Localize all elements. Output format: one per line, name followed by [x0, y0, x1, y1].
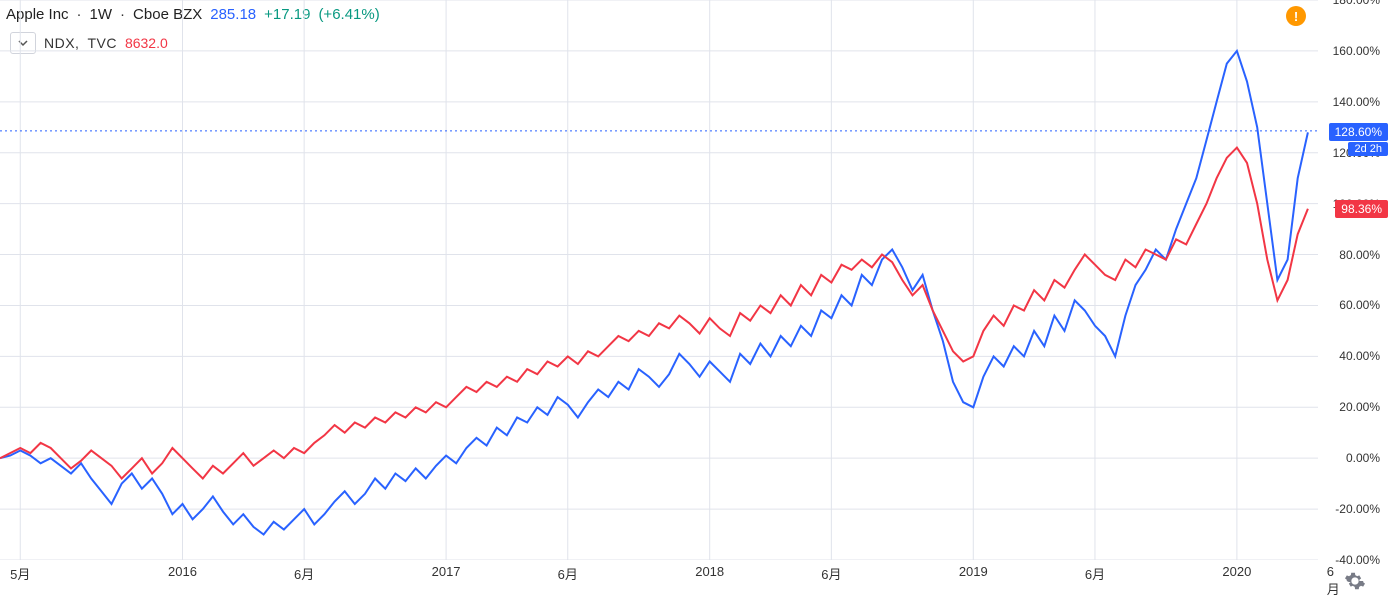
x-tick-label: 2018	[695, 564, 724, 579]
x-tick-label: 5月	[10, 564, 30, 583]
y-tick-label: -20.00%	[1335, 502, 1380, 516]
gridlines	[0, 0, 1318, 560]
x-tick-label: 2017	[432, 564, 461, 579]
y-tick-label: 40.00%	[1339, 349, 1380, 363]
y-tick-label: 20.00%	[1339, 400, 1380, 414]
x-tick-label: 2020	[1222, 564, 1251, 579]
y-axis[interactable]: -40.00%-20.00%0.00%20.00%40.00%60.00%80.…	[1318, 0, 1388, 560]
countdown-tag: 2d 2h	[1348, 142, 1388, 156]
chart-settings-button[interactable]	[1344, 570, 1366, 592]
price-tag-aapl[interactable]: 128.60%	[1329, 123, 1388, 141]
x-tick-label: 6月	[821, 564, 841, 583]
price-chart[interactable]	[0, 0, 1318, 560]
series-aapl[interactable]	[0, 51, 1308, 535]
x-tick-label: 6月	[294, 564, 314, 583]
y-tick-label: 0.00%	[1346, 451, 1380, 465]
y-tick-label: 80.00%	[1339, 248, 1380, 262]
y-tick-label: -40.00%	[1335, 553, 1380, 567]
x-axis[interactable]: 5月20166月20176月20186月20196月20206月	[0, 560, 1318, 600]
x-tick-label: 6月	[1327, 564, 1340, 598]
series-ndx[interactable]	[0, 148, 1308, 479]
y-tick-label: 160.00%	[1333, 44, 1380, 58]
x-tick-label: 6月	[1085, 564, 1105, 583]
x-tick-label: 6月	[558, 564, 578, 583]
y-tick-label: 60.00%	[1339, 298, 1380, 312]
x-tick-label: 2019	[959, 564, 988, 579]
y-tick-label: 140.00%	[1333, 95, 1380, 109]
chart-root: Apple Inc · 1W · Cboe BZX 285.18 +17.19 …	[0, 0, 1388, 600]
price-tag-ndx[interactable]: 98.36%	[1335, 200, 1388, 218]
gear-icon	[1344, 570, 1366, 592]
x-tick-label: 2016	[168, 564, 197, 579]
y-tick-label: 180.00%	[1333, 0, 1380, 7]
